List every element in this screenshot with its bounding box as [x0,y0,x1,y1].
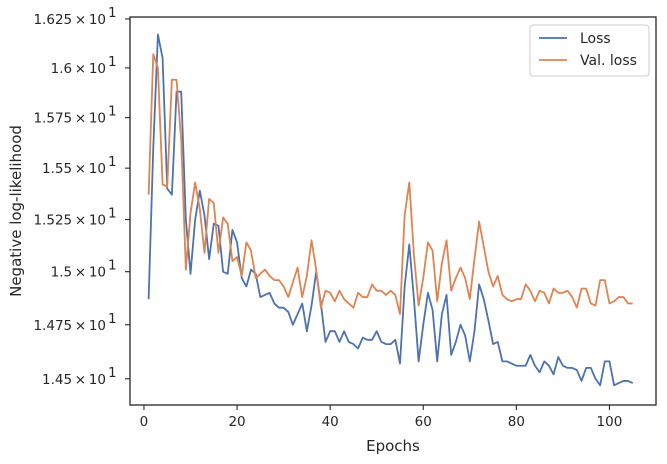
x-tick-label: 80 [508,414,525,430]
x-tick-label: 100 [597,414,623,430]
legend-label: Loss [580,31,611,47]
y-tick-label: 1.475 × 10 [33,318,106,334]
legend: Loss Val. loss [529,24,650,77]
axes-frame [129,16,657,406]
y-tick-label: 1.525 × 10 [33,213,106,229]
x-tick-label: 60 [415,414,432,430]
y-tick-label: 1.625 × 10 [33,12,106,28]
y-tick-label: 1.55 × 10 [42,161,106,177]
legend-label: Val. loss [580,53,637,69]
y-axis-ticks: 1.45 × 10 11.475 × 10 11.5 × 10 11.525 × 10… [33,5,130,388]
y-tick-label: 1.45 × 10 [42,372,106,388]
x-tick-label: 20 [228,414,245,430]
y-tick-exponent: 1 [108,206,117,222]
x-axis-ticks: 0 20 40 60 80 100 [140,405,623,430]
y-tick-exponent: 1 [108,154,117,170]
y-tick-exponent: 1 [108,365,117,381]
y-tick-label: 1.575 × 10 [33,111,106,127]
x-tick-label: 40 [322,414,339,430]
y-tick-exponent: 1 [108,311,117,327]
x-axis-label: Epochs [366,437,420,455]
y-tick-exponent: 1 [108,258,117,274]
series-line-val-loss [147,53,633,315]
series-line-loss [147,33,634,387]
y-tick-exponent: 1 [108,54,117,70]
y-tick-exponent: 1 [108,5,117,21]
plot-area: 0 20 40 60 80 100 1.45 × 10 11.475 × 10 11.5 × … [33,5,657,430]
series-lines [147,33,634,387]
y-tick-label: 1.6 × 10 [51,61,106,77]
y-tick-exponent: 1 [108,104,117,120]
x-tick-label: 0 [140,414,149,430]
y-tick-label: 1.5 × 10 [51,265,106,281]
y-axis-label: Negative log-likelihood [7,125,25,297]
